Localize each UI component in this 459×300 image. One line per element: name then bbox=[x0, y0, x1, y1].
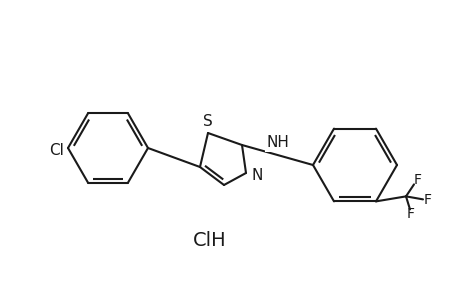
Text: N: N bbox=[252, 167, 263, 182]
Text: Cl: Cl bbox=[49, 142, 64, 158]
Text: ClH: ClH bbox=[193, 230, 226, 250]
Text: NH: NH bbox=[265, 135, 288, 150]
Text: S: S bbox=[203, 114, 213, 129]
Text: F: F bbox=[406, 207, 414, 221]
Text: F: F bbox=[423, 194, 431, 207]
Text: F: F bbox=[413, 173, 421, 188]
